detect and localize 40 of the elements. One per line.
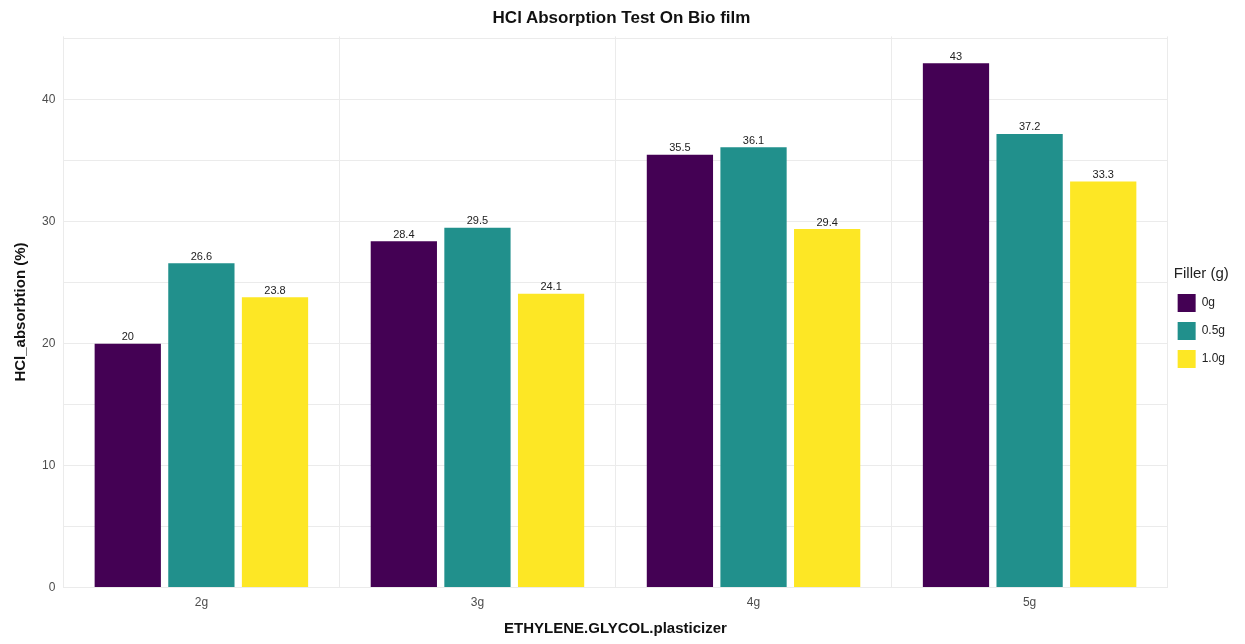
legend-title: Filler (g) (1173, 263, 1229, 281)
x-tick-label: 5g (1022, 595, 1037, 610)
data-label: 29.4 (816, 215, 838, 228)
bar (794, 229, 861, 588)
bar (370, 241, 437, 588)
data-label: 43 (949, 49, 963, 62)
x-tick-label: 2g (194, 595, 209, 610)
bar (996, 133, 1063, 588)
x-axis-title: ETHYLENE.GLYCOL.plasticizer (504, 619, 728, 637)
bar (720, 147, 787, 588)
data-label: 37.2 (1018, 120, 1041, 133)
bar (646, 154, 714, 588)
data-label: 33.3 (1092, 168, 1114, 181)
y-tick-label: 30 (41, 214, 56, 229)
data-label: 29.5 (466, 214, 489, 227)
bar (517, 293, 585, 588)
bar (922, 63, 990, 588)
x-tick-label: 3g (470, 595, 485, 610)
bar (444, 227, 511, 588)
legend-label: 1.0g (1201, 351, 1225, 366)
chart-title: HCl Absorption Test On Bio film (492, 7, 751, 27)
bar (241, 297, 309, 588)
y-tick-label: 20 (41, 336, 56, 351)
y-axis-title: HCl_absorbtion (%) (11, 242, 29, 382)
data-label: 28.4 (393, 227, 415, 240)
y-tick-label: 0 (48, 579, 56, 594)
data-label: 23.8 (264, 283, 286, 296)
data-label: 35.5 (669, 141, 691, 154)
bar (168, 263, 235, 588)
data-label: 36.1 (742, 133, 765, 146)
legend-label: 0.5g (1201, 323, 1225, 338)
bar (1070, 181, 1137, 588)
data-label: 26.6 (190, 249, 213, 262)
data-label: 24.1 (540, 280, 562, 293)
legend-label: 0g (1201, 295, 1215, 310)
bar (94, 343, 161, 588)
x-tick-label: 4g (746, 595, 761, 610)
data-label: 20 (121, 330, 134, 343)
y-tick-label: 10 (41, 457, 56, 472)
y-tick-label: 40 (41, 92, 56, 107)
